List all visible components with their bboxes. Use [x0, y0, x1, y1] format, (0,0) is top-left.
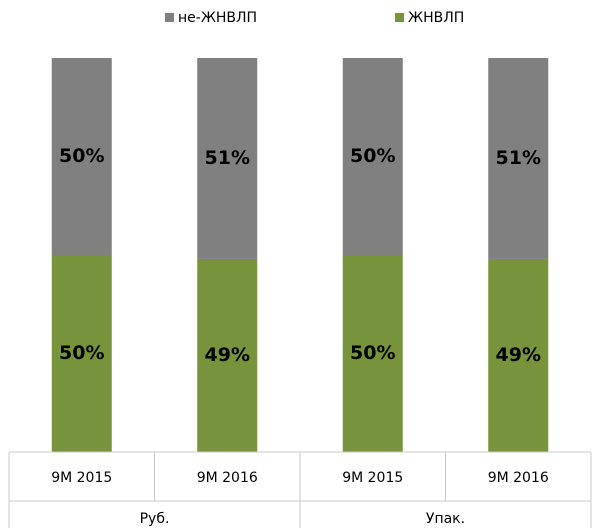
- group-label: Упак.: [426, 511, 465, 527]
- bar-segment: [51, 255, 112, 452]
- data-label: 49%: [205, 344, 250, 366]
- legend-swatch: [395, 13, 404, 22]
- bar-segment: [197, 258, 258, 452]
- legend-label: ЖНВЛП: [408, 10, 464, 26]
- legend-swatch: [165, 13, 174, 22]
- legend-label: не-ЖНВЛП: [178, 10, 257, 26]
- x-tick-label: 9M 2015: [51, 470, 112, 486]
- bar-segment: [488, 258, 549, 452]
- bar-segment: [51, 58, 112, 255]
- data-label: 50%: [350, 342, 395, 364]
- data-label: 51%: [205, 147, 250, 169]
- data-label: 49%: [496, 344, 541, 366]
- x-tick-label: 9M 2016: [197, 470, 258, 486]
- data-label: 50%: [59, 145, 104, 167]
- data-label: 51%: [496, 147, 541, 169]
- bar-segment: [197, 58, 258, 259]
- data-label: 50%: [350, 145, 395, 167]
- bar-segment: [488, 58, 549, 259]
- bar-segment: [342, 255, 403, 452]
- x-tick-label: 9M 2015: [342, 470, 403, 486]
- group-label: Руб.: [140, 511, 170, 527]
- bar-segment: [342, 58, 403, 255]
- x-tick-label: 9M 2016: [488, 470, 549, 486]
- data-label: 50%: [59, 342, 104, 364]
